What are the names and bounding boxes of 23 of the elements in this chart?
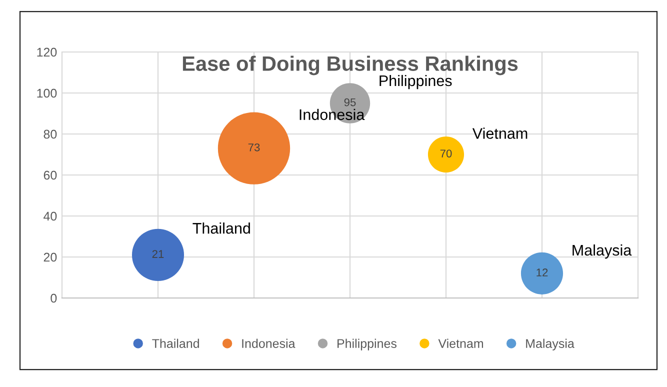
legend-label: Philippines: [338, 338, 396, 350]
legend-label: Thailand: [152, 338, 199, 348]
y-tick-label: 60: [44, 170, 57, 180]
data-label: 12: [536, 268, 548, 276]
text: Philippines: [380, 74, 452, 90]
text: Indonesia: [300, 108, 365, 120]
chart-title: Ease of Doing Business Rankings: [182, 56, 518, 76]
y-tick-label: 100: [37, 88, 57, 98]
y-tick-label: 40: [44, 212, 57, 221]
y-tick-label: 120: [37, 48, 57, 57]
text: Thailand: [192, 222, 250, 234]
legend-label: Malaysia: [526, 338, 574, 350]
data-label: 21: [152, 250, 164, 258]
y-tick-label: 0: [50, 294, 57, 303]
data-label: 95: [344, 98, 356, 106]
data-label: 70: [440, 150, 452, 158]
data-label: 73: [248, 143, 260, 152]
text: Malaysia: [572, 244, 632, 259]
text: Vietnam: [472, 128, 528, 139]
legend-label: Indonesia: [242, 338, 296, 348]
y-tick-label: 80: [44, 130, 57, 139]
y-tick-label: 20: [44, 252, 57, 262]
legend-label: Vietnam: [438, 338, 484, 348]
